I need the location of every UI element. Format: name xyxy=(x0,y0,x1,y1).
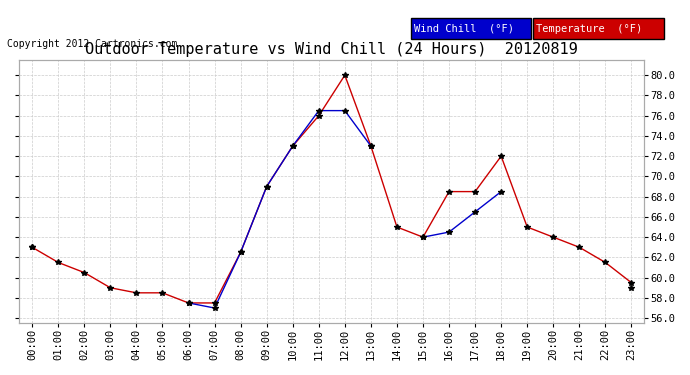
Title: Outdoor Temperature vs Wind Chill (24 Hours)  20120819: Outdoor Temperature vs Wind Chill (24 Ho… xyxy=(86,42,578,57)
Text: Wind Chill  (°F): Wind Chill (°F) xyxy=(414,24,514,33)
Text: Copyright 2012 Cartronics.com: Copyright 2012 Cartronics.com xyxy=(7,39,177,50)
Text: Temperature  (°F): Temperature (°F) xyxy=(536,24,642,33)
